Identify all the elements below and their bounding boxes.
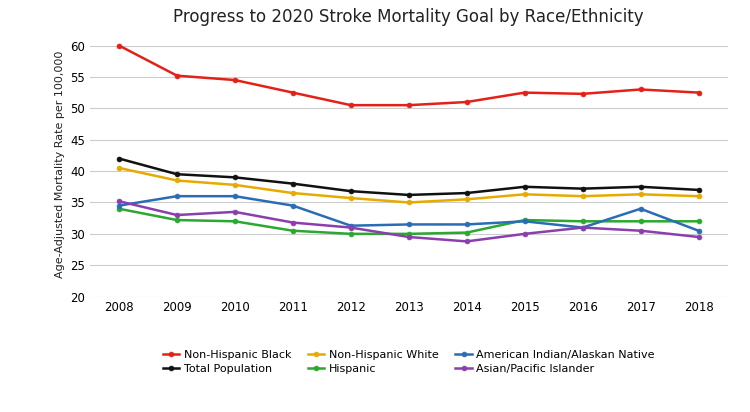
Non-Hispanic White [288, 191, 297, 196]
Y-axis label: Age-Adjusted Mortality Rate per 100,000: Age-Adjusted Mortality Rate per 100,000 [55, 51, 64, 279]
Non-Hispanic Black [462, 100, 471, 105]
Non-Hispanic White [346, 196, 355, 201]
Legend: Non-Hispanic Black, Total Population, Non-Hispanic White, Hispanic, American Ind: Non-Hispanic Black, Total Population, No… [163, 350, 655, 374]
Asian/Pacific Islander [404, 234, 413, 239]
Non-Hispanic White [520, 192, 530, 197]
Asian/Pacific Islander [288, 220, 297, 225]
Hispanic [578, 219, 587, 224]
Hispanic [230, 219, 239, 224]
Non-Hispanic Black [404, 103, 413, 108]
Non-Hispanic White [636, 192, 645, 197]
Asian/Pacific Islander [462, 239, 471, 244]
Hispanic [115, 206, 124, 211]
Non-Hispanic Black [230, 77, 239, 82]
Hispanic [636, 219, 645, 224]
Non-Hispanic Black [288, 90, 297, 95]
Asian/Pacific Islander [172, 213, 182, 218]
American Indian/Alaskan Native [172, 194, 182, 199]
Hispanic [520, 218, 530, 222]
Non-Hispanic Black [520, 90, 530, 95]
Hispanic [462, 230, 471, 235]
American Indian/Alaskan Native [636, 206, 645, 211]
Non-Hispanic Black [115, 43, 124, 48]
Non-Hispanic White [115, 166, 124, 171]
Asian/Pacific Islander [636, 228, 645, 233]
Total Population [172, 172, 182, 177]
Line: Total Population: Total Population [116, 156, 701, 197]
Line: Non-Hispanic Black: Non-Hispanic Black [116, 43, 701, 108]
American Indian/Alaskan Native [115, 203, 124, 208]
Hispanic [346, 232, 355, 236]
Non-Hispanic Black [346, 103, 355, 108]
Non-Hispanic White [230, 183, 239, 187]
Total Population [404, 192, 413, 197]
Title: Progress to 2020 Stroke Mortality Goal by Race/Ethnicity: Progress to 2020 Stroke Mortality Goal b… [173, 8, 644, 26]
Non-Hispanic Black [172, 73, 182, 78]
Total Population [578, 186, 587, 191]
American Indian/Alaskan Native [230, 194, 239, 199]
Line: Non-Hispanic White: Non-Hispanic White [116, 166, 701, 205]
Non-Hispanic Black [578, 91, 587, 96]
Asian/Pacific Islander [520, 232, 530, 236]
Total Population [520, 184, 530, 189]
American Indian/Alaskan Native [288, 203, 297, 208]
American Indian/Alaskan Native [694, 228, 703, 233]
American Indian/Alaskan Native [520, 219, 530, 224]
Asian/Pacific Islander [346, 225, 355, 230]
Total Population [694, 187, 703, 192]
Non-Hispanic White [578, 194, 587, 199]
American Indian/Alaskan Native [346, 223, 355, 228]
Line: Asian/Pacific Islander: Asian/Pacific Islander [116, 199, 701, 244]
Total Population [288, 181, 297, 186]
Hispanic [404, 232, 413, 236]
Line: American Indian/Alaskan Native: American Indian/Alaskan Native [116, 194, 701, 233]
Non-Hispanic Black [694, 90, 703, 95]
Non-Hispanic White [172, 178, 182, 183]
Line: Hispanic: Hispanic [116, 206, 701, 236]
Asian/Pacific Islander [694, 234, 703, 239]
Total Population [636, 184, 645, 189]
American Indian/Alaskan Native [404, 222, 413, 227]
Total Population [115, 156, 124, 161]
Hispanic [694, 219, 703, 224]
Hispanic [172, 218, 182, 222]
Asian/Pacific Islander [578, 225, 587, 230]
Hispanic [288, 228, 297, 233]
Non-Hispanic White [462, 197, 471, 202]
Non-Hispanic White [694, 194, 703, 199]
American Indian/Alaskan Native [462, 222, 471, 227]
Asian/Pacific Islander [230, 209, 239, 214]
Total Population [230, 175, 239, 180]
Non-Hispanic Black [636, 87, 645, 92]
Total Population [346, 189, 355, 194]
Asian/Pacific Islander [115, 199, 124, 204]
American Indian/Alaskan Native [578, 225, 587, 230]
Non-Hispanic White [404, 200, 413, 205]
Total Population [462, 191, 471, 196]
